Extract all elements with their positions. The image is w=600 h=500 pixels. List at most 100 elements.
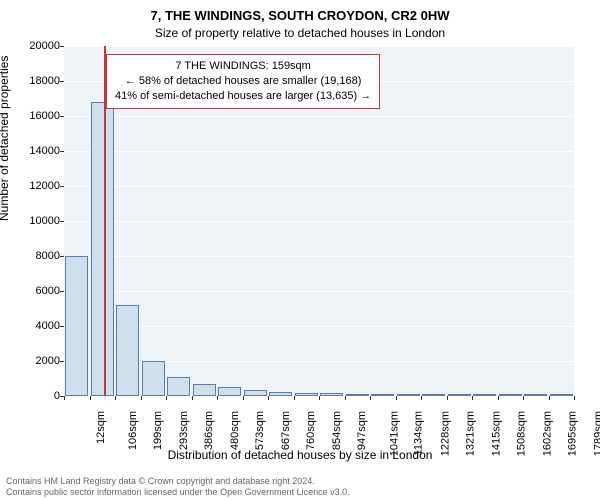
- y-tick-label: 10000: [10, 215, 60, 227]
- histogram-bar: [524, 394, 547, 396]
- annotation-line: ← 58% of detached houses are smaller (19…: [115, 74, 371, 89]
- x-tick-mark: [294, 396, 295, 400]
- x-tick-label: 1789sqm: [592, 411, 600, 456]
- histogram-bar: [397, 394, 420, 396]
- x-tick-mark: [574, 396, 575, 400]
- y-tick-mark: [60, 361, 64, 362]
- histogram-bar: [448, 394, 471, 396]
- y-tick-label: 20000: [10, 40, 60, 52]
- histogram-bar: [65, 256, 88, 396]
- footer-attribution: Contains HM Land Registry data © Crown c…: [6, 476, 350, 498]
- histogram-bar: [167, 377, 190, 396]
- x-tick-mark: [370, 396, 371, 400]
- y-tick-label: 2000: [10, 355, 60, 367]
- histogram-bar: [193, 384, 216, 396]
- gridline: [64, 116, 574, 117]
- x-tick-label: 1134sqm: [412, 411, 424, 455]
- plot-area: 7 THE WINDINGS: 159sqm← 58% of detached …: [64, 46, 574, 397]
- x-tick-label: 1602sqm: [541, 411, 553, 456]
- y-tick-mark: [60, 326, 64, 327]
- gridline: [64, 291, 574, 292]
- x-tick-mark: [396, 396, 397, 400]
- y-tick-label: 12000: [10, 180, 60, 192]
- x-tick-mark: [319, 396, 320, 400]
- x-tick-label: 1695sqm: [566, 411, 578, 456]
- histogram-bar: [473, 394, 496, 396]
- y-tick-mark: [60, 151, 64, 152]
- x-tick-mark: [472, 396, 473, 400]
- x-tick-mark: [345, 396, 346, 400]
- histogram-bar: [295, 393, 318, 397]
- annotation-box: 7 THE WINDINGS: 159sqm← 58% of detached …: [106, 54, 380, 109]
- x-tick-mark: [115, 396, 116, 400]
- gridline: [64, 46, 574, 47]
- x-tick-mark: [192, 396, 193, 400]
- x-tick-label: 1041sqm: [388, 411, 400, 456]
- histogram-bar: [142, 361, 165, 396]
- x-axis-label: Distribution of detached houses by size …: [0, 448, 600, 462]
- y-tick-mark: [60, 46, 64, 47]
- x-tick-label: 573sqm: [254, 411, 266, 450]
- x-tick-label: 760sqm: [305, 411, 317, 450]
- chart-main-title: 7, THE WINDINGS, SOUTH CROYDON, CR2 0HW: [0, 8, 600, 23]
- x-tick-label: 293sqm: [178, 411, 190, 450]
- x-tick-label: 12sqm: [95, 411, 107, 444]
- chart-container: 7, THE WINDINGS, SOUTH CROYDON, CR2 0HW …: [0, 0, 600, 500]
- x-tick-mark: [447, 396, 448, 400]
- y-tick-label: 6000: [10, 285, 60, 297]
- x-tick-label: 106sqm: [127, 411, 139, 450]
- gridline: [64, 151, 574, 152]
- y-tick-label: 4000: [10, 320, 60, 332]
- histogram-bar: [320, 393, 343, 396]
- gridline: [64, 361, 574, 362]
- x-tick-label: 199sqm: [152, 411, 164, 450]
- x-tick-label: 1508sqm: [515, 411, 527, 456]
- y-tick-mark: [60, 116, 64, 117]
- x-tick-mark: [268, 396, 269, 400]
- y-tick-label: 14000: [10, 145, 60, 157]
- x-tick-label: 854sqm: [331, 411, 343, 450]
- histogram-bar: [218, 387, 241, 396]
- histogram-bar: [371, 394, 394, 396]
- gridline: [64, 186, 574, 187]
- x-tick-label: 1321sqm: [464, 411, 476, 456]
- annotation-line: 7 THE WINDINGS: 159sqm: [115, 59, 371, 74]
- histogram-bar: [91, 102, 114, 396]
- x-tick-mark: [243, 396, 244, 400]
- y-tick-label: 0: [10, 390, 60, 402]
- footer-line-1: Contains HM Land Registry data © Crown c…: [6, 476, 350, 487]
- annotation-line: 41% of semi-detached houses are larger (…: [115, 89, 371, 104]
- x-tick-label: 1415sqm: [490, 411, 502, 456]
- x-tick-label: 1228sqm: [439, 411, 451, 456]
- y-tick-mark: [60, 291, 64, 292]
- gridline: [64, 326, 574, 327]
- x-tick-mark: [549, 396, 550, 400]
- y-tick-label: 16000: [10, 110, 60, 122]
- x-tick-label: 947sqm: [356, 411, 368, 450]
- histogram-bar: [499, 394, 522, 396]
- gridline: [64, 221, 574, 222]
- x-tick-mark: [421, 396, 422, 400]
- x-tick-mark: [217, 396, 218, 400]
- y-tick-mark: [60, 186, 64, 187]
- x-tick-mark: [90, 396, 91, 400]
- y-tick-label: 18000: [10, 75, 60, 87]
- histogram-bar: [269, 392, 292, 396]
- histogram-bar: [550, 394, 573, 396]
- x-tick-mark: [166, 396, 167, 400]
- x-tick-mark: [523, 396, 524, 400]
- y-tick-mark: [60, 221, 64, 222]
- gridline: [64, 256, 574, 257]
- chart-subtitle: Size of property relative to detached ho…: [0, 26, 600, 40]
- x-tick-mark: [498, 396, 499, 400]
- histogram-bar: [422, 394, 445, 396]
- x-tick-label: 386sqm: [203, 411, 215, 450]
- histogram-bar: [116, 305, 139, 396]
- x-tick-mark: [64, 396, 65, 400]
- footer-line-2: Contains public sector information licen…: [6, 487, 350, 498]
- y-tick-label: 8000: [10, 250, 60, 262]
- x-tick-label: 667sqm: [280, 411, 292, 450]
- histogram-bar: [244, 390, 267, 396]
- histogram-bar: [346, 394, 369, 396]
- y-tick-mark: [60, 256, 64, 257]
